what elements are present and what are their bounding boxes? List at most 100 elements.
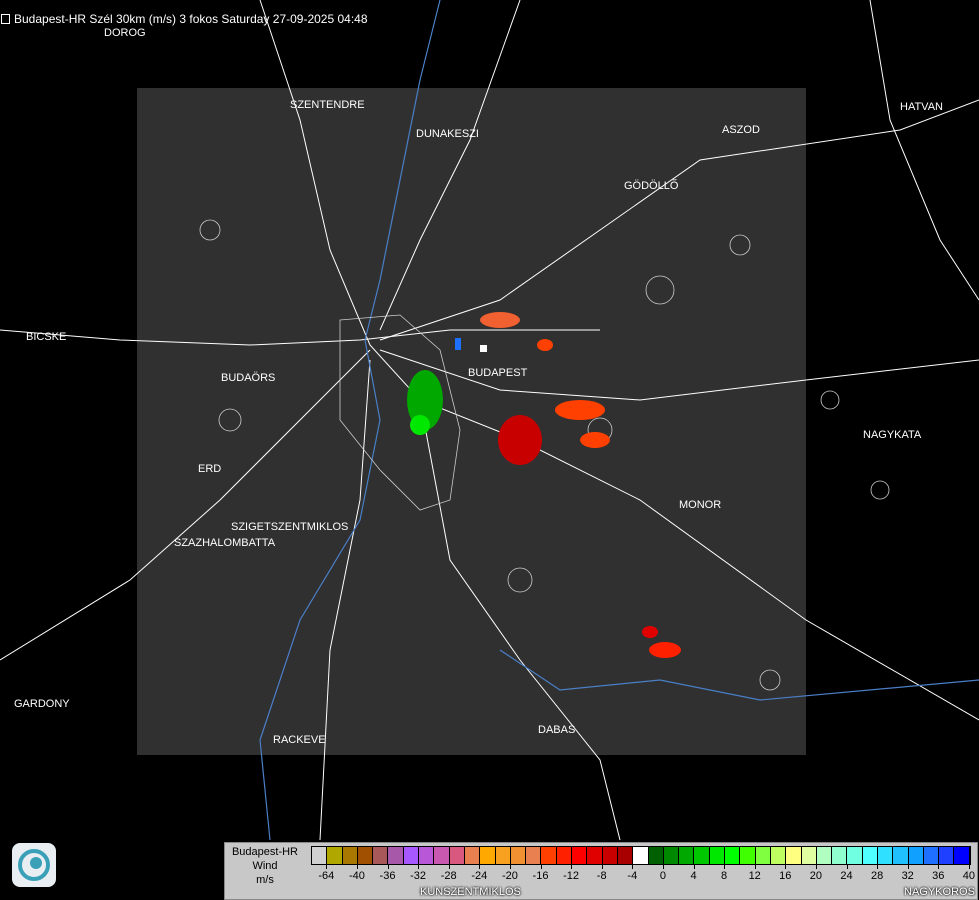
legend-tick-label: -64 bbox=[318, 870, 335, 882]
legend-tick bbox=[418, 864, 420, 869]
legend-tick-label: -32 bbox=[410, 870, 427, 882]
legend-tick-label: -24 bbox=[471, 870, 488, 882]
legend-tick-label: -28 bbox=[440, 870, 457, 882]
legend-tick-label: 16 bbox=[779, 870, 792, 882]
legend-tick-label: 24 bbox=[840, 870, 853, 882]
legend-tick bbox=[724, 864, 726, 869]
city-label: NAGYKOROS bbox=[904, 886, 975, 898]
city-label: KUNSZENTMIKLOS bbox=[420, 886, 521, 898]
legend-swatch bbox=[816, 847, 833, 864]
legend-tick-label: -20 bbox=[501, 870, 518, 882]
legend-swatch bbox=[403, 847, 420, 864]
legend-swatch bbox=[541, 847, 557, 864]
legend-tick-label: 36 bbox=[932, 870, 945, 882]
legend-tick bbox=[356, 864, 358, 869]
legend-swatch bbox=[327, 847, 343, 864]
legend-tick-label: -16 bbox=[532, 870, 549, 882]
legend-unit: m/s bbox=[256, 874, 274, 886]
legend-swatch bbox=[862, 847, 878, 864]
legend-tick-label: 32 bbox=[901, 870, 914, 882]
legend-swatch bbox=[725, 847, 741, 864]
legend-tick bbox=[938, 864, 940, 869]
legend-tick-label: 28 bbox=[870, 870, 884, 882]
legend-tick-label: -4 bbox=[627, 870, 638, 882]
legend-swatch bbox=[373, 847, 389, 864]
legend-swatch bbox=[480, 847, 496, 864]
legend-tick-label: -8 bbox=[596, 870, 607, 882]
legend-swatch bbox=[709, 847, 726, 864]
legend-swatch bbox=[755, 847, 771, 864]
city-label: DUNAKESZI bbox=[416, 128, 479, 140]
city-label: DOROG bbox=[104, 27, 146, 39]
legend-swatch bbox=[556, 847, 573, 864]
legend-swatch bbox=[617, 847, 634, 864]
legend-tick bbox=[448, 864, 450, 869]
legend-swatch bbox=[510, 847, 527, 864]
legend-tick-label: 40 bbox=[962, 870, 976, 882]
legend-swatch bbox=[388, 847, 404, 864]
radar-echoes bbox=[407, 312, 681, 658]
legend-swatch bbox=[357, 847, 374, 864]
legend-swatch bbox=[449, 847, 465, 864]
legend-tick bbox=[509, 864, 511, 869]
legend-tick-label: 4 bbox=[690, 870, 697, 882]
legend-swatch bbox=[679, 847, 695, 864]
legend-swatch bbox=[801, 847, 817, 864]
legend-tick bbox=[785, 864, 787, 869]
map-title: Budapest-HR Szél 30km (m/s) 3 fokos Satu… bbox=[14, 12, 368, 26]
city-label: SZIGETSZENTMIKLOS bbox=[231, 521, 349, 533]
legend-tick-label: -40 bbox=[348, 870, 365, 882]
legend-swatch bbox=[434, 847, 450, 864]
legend-swatch bbox=[464, 847, 481, 864]
legend-tick-label: -36 bbox=[379, 870, 396, 882]
legend-swatch bbox=[939, 847, 955, 864]
legend-swatch bbox=[847, 847, 863, 864]
legend-swatch bbox=[572, 847, 588, 864]
city-label: NAGYKATA bbox=[863, 429, 922, 441]
legend-tick bbox=[326, 864, 328, 869]
legend-tick bbox=[907, 864, 909, 869]
city-label: HATVAN bbox=[900, 101, 943, 113]
city-label: RACKEVE bbox=[273, 734, 326, 746]
legend-swatch bbox=[587, 847, 603, 864]
legend-radar-name: Budapest-HR bbox=[231, 846, 299, 858]
legend-tick bbox=[387, 864, 389, 869]
legend-swatch bbox=[923, 847, 940, 864]
legend-tick bbox=[693, 864, 695, 869]
city-label: ERD bbox=[198, 463, 222, 475]
legend-swatch bbox=[893, 847, 909, 864]
city-label: ASZOD bbox=[722, 124, 760, 136]
legend-swatch bbox=[877, 847, 894, 864]
legend-swatch bbox=[648, 847, 664, 864]
radar-coverage-area bbox=[137, 88, 806, 755]
legend-swatch bbox=[908, 847, 924, 864]
river-danube bbox=[259, 0, 979, 841]
legend-swatches bbox=[311, 846, 971, 865]
legend-tick bbox=[601, 864, 603, 869]
legend-tick bbox=[632, 864, 634, 869]
legend-tick bbox=[815, 864, 817, 869]
city-label: GÖDÖLLŐ bbox=[624, 180, 679, 192]
city-label: BICSKE bbox=[26, 331, 67, 343]
legend-swatch bbox=[526, 847, 542, 864]
legend-swatch bbox=[694, 847, 710, 864]
legend-swatch bbox=[740, 847, 756, 864]
logo-icon bbox=[12, 843, 56, 887]
legend-tick bbox=[571, 864, 573, 869]
legend-tick bbox=[968, 864, 970, 869]
legend-swatch bbox=[770, 847, 787, 864]
legend-tick-label: 8 bbox=[721, 870, 728, 882]
legend-quantity: Wind bbox=[252, 860, 278, 872]
legend-swatch bbox=[786, 847, 802, 864]
menu-icon[interactable] bbox=[1, 14, 10, 24]
city-outlines bbox=[199, 219, 890, 691]
legend-swatch bbox=[312, 847, 328, 864]
city-label: BUDAÖRS bbox=[221, 372, 276, 384]
city-label: MONOR bbox=[679, 499, 722, 511]
legend-tick-label: -12 bbox=[563, 870, 580, 882]
city-label: SZENTENDRE bbox=[290, 99, 365, 111]
legend-tick-label: 20 bbox=[809, 870, 823, 882]
legend-tick-label: 0 bbox=[659, 870, 666, 882]
